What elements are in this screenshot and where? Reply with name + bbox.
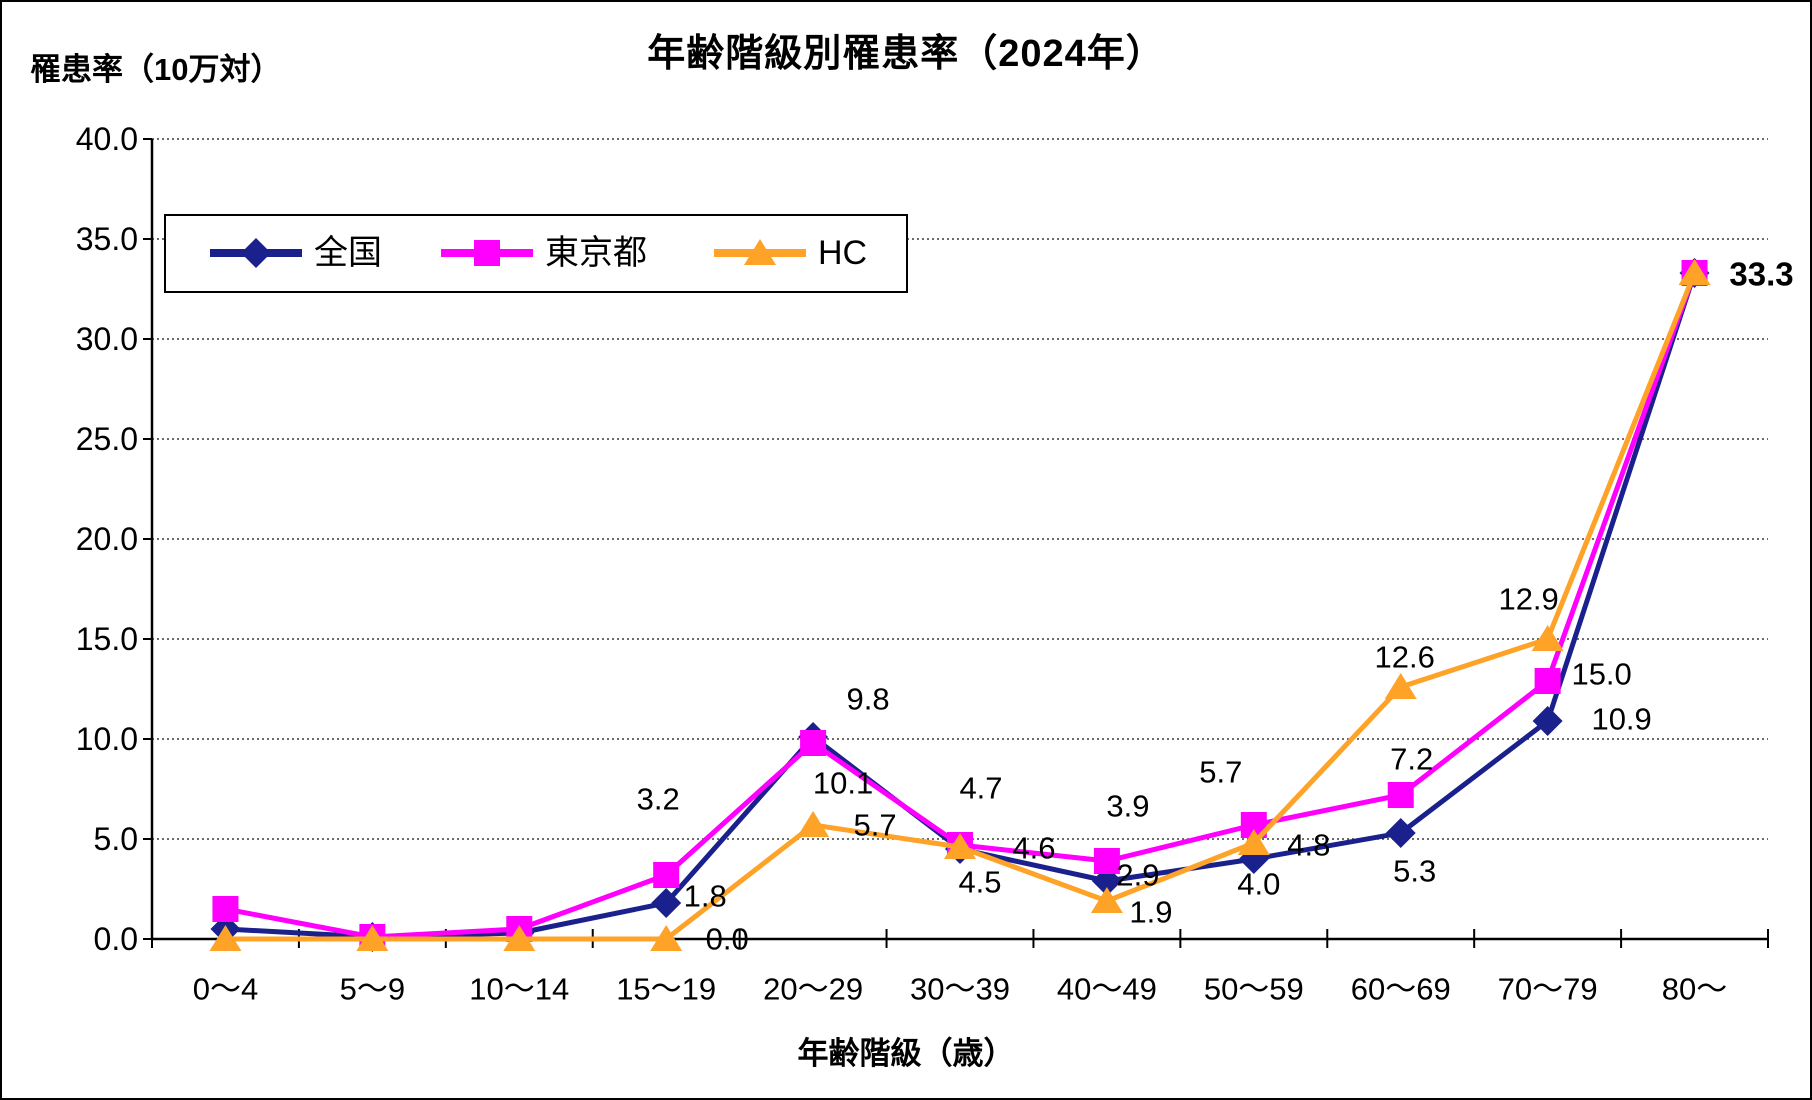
legend-diamond-icon (241, 238, 271, 268)
series-3-triangle-marker (356, 925, 389, 951)
series-3-triangle-marker (503, 925, 536, 951)
series-3-triangle-marker (944, 833, 976, 859)
x-tick-label: 30〜39 (910, 972, 1010, 1007)
series-3-triangle-marker (1678, 259, 1711, 285)
x-tick-label: 20〜29 (763, 972, 863, 1007)
chart-title: 年齢階級別罹患率（2024年） (647, 33, 1165, 75)
series-2-square-marker (212, 896, 239, 922)
series-3-triangle-marker (650, 925, 683, 951)
series-2-square-marker (1534, 668, 1561, 694)
series-3-triangle-marker (1090, 887, 1123, 913)
y-tick-label: 0.0 (94, 921, 138, 957)
y-tick-label: 10.0 (76, 721, 138, 757)
y-axis-unit-label: 罹患率（10万対） (30, 52, 282, 87)
data-label: 12.6 (1375, 640, 1435, 675)
x-tick-label: 50〜59 (1204, 972, 1304, 1007)
data-label: 1.9 (1129, 895, 1172, 930)
y-tick-label: 40.0 (76, 121, 138, 157)
legend-label: 東京都 (545, 234, 647, 272)
data-label: 1.8 (684, 879, 727, 914)
x-tick-label: 80〜 (1662, 972, 1727, 1007)
y-tick-label: 20.0 (76, 521, 138, 557)
series-1-diamond-marker (651, 888, 682, 918)
x-tick-label: 15〜19 (616, 972, 716, 1007)
y-tick-label: 30.0 (76, 321, 138, 357)
series-3-triangle-marker (797, 811, 830, 837)
data-label: 5.7 (854, 808, 897, 843)
data-label: 4.5 (958, 865, 1001, 900)
data-label: 4.6 (1012, 831, 1055, 866)
data-label: 10.9 (1591, 702, 1651, 737)
series-3-triangle-marker (209, 925, 242, 951)
data-label: 10.1 (813, 766, 873, 801)
series-3-triangle-marker (1384, 673, 1417, 699)
legend-label: HC (818, 234, 867, 272)
series-2-square-marker (1387, 782, 1414, 808)
series-2-square-marker (800, 730, 827, 756)
data-label: 5.7 (1199, 755, 1242, 790)
y-tick-label: 15.0 (76, 621, 138, 657)
data-label: 9.8 (847, 682, 890, 717)
data-label: 4.8 (1287, 828, 1330, 863)
x-tick-label: 60〜69 (1351, 972, 1451, 1007)
data-label: 33.3 (1729, 256, 1793, 293)
series-3-triangle-marker (1237, 829, 1270, 855)
x-tick-label: 40〜49 (1057, 972, 1157, 1007)
series-1-diamond-marker (1532, 706, 1563, 736)
y-tick-label: 25.0 (76, 421, 138, 457)
series-2-square-marker (653, 862, 680, 888)
series-1-diamond-marker (1385, 818, 1416, 848)
series-3-triangle-marker (1531, 625, 1564, 651)
x-tick-label: 10〜14 (469, 972, 569, 1007)
data-label: 0.0 (706, 922, 749, 957)
legend-square-icon (474, 240, 500, 266)
legend-label: 全国 (314, 234, 382, 272)
data-label: 3.2 (637, 782, 680, 817)
x-tick-label: 0〜4 (193, 972, 258, 1007)
x-tick-label: 5〜9 (340, 972, 405, 1007)
series-2-square-marker (1093, 848, 1120, 874)
y-tick-label: 5.0 (94, 821, 138, 857)
data-label: 4.7 (959, 771, 1002, 806)
data-label: 15.0 (1571, 657, 1631, 692)
legend-triangle-icon (744, 239, 776, 265)
data-label: 4.0 (1237, 867, 1280, 902)
y-tick-label: 35.0 (76, 221, 138, 257)
data-label: 5.3 (1393, 854, 1436, 889)
data-label: 7.2 (1390, 742, 1433, 777)
x-axis-title: 年齢階級（歳） (797, 1036, 1015, 1071)
x-tick-label: 70〜79 (1498, 972, 1598, 1007)
data-label: 3.9 (1106, 789, 1149, 824)
data-label: 12.9 (1498, 582, 1558, 617)
data-label: 2.9 (1116, 858, 1159, 893)
